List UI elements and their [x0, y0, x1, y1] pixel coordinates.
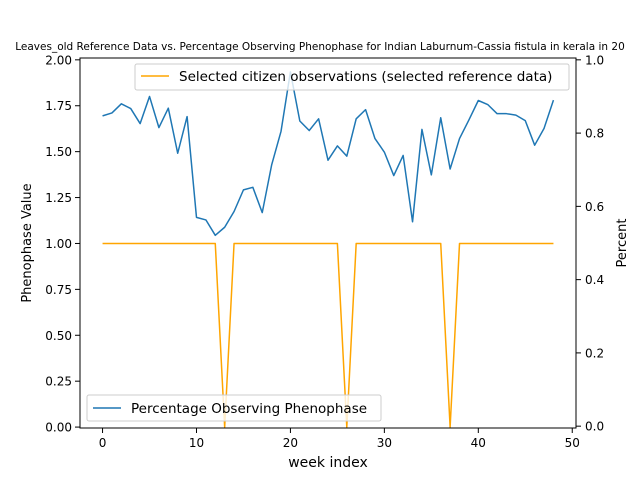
x-tick-label: 30 [377, 436, 392, 450]
legend-top-label: Selected citizen observations (selected … [179, 69, 552, 85]
x-tick-label: 0 [99, 436, 107, 450]
legend-top: Selected citizen observations (selected … [134, 63, 570, 91]
chart-title: Leaves_old Reference Data vs. Percentage… [15, 41, 625, 53]
series-line-0 [102, 242, 554, 428]
y-axis-left: 0.00 0.25 0.50 0.75 1.00 1.25 1.50 1.75 2.00 [45, 53, 80, 435]
y-left-tick-label: 0.00 [45, 421, 72, 435]
x-tick-label: 50 [565, 436, 580, 450]
x-tick-label: 40 [471, 436, 486, 450]
y-axis-right: 0.0 0.2 0.4 0.6 0.8 1.0 [576, 53, 604, 434]
x-tick-label: 10 [189, 436, 204, 450]
y-left-tick-label: 1.00 [45, 237, 72, 251]
x-axis-label: week index [288, 455, 368, 471]
x-axis: 0 10 20 30 40 50 [99, 428, 580, 450]
y-left-tick-label: 0.25 [45, 375, 72, 389]
legend-bottom: Percentage Observing Phenophase [86, 394, 382, 422]
series-layer [102, 71, 555, 428]
y-right-tick-label: 0.4 [585, 273, 604, 287]
y-left-tick-label: 0.50 [45, 329, 72, 343]
legend-bottom-frame [86, 394, 382, 422]
y-left-tick-label: 1.25 [45, 191, 72, 205]
y-right-tick-label: 0.6 [585, 200, 604, 214]
y-left-tick-label: 2.00 [45, 53, 72, 67]
series-line-1 [102, 71, 555, 237]
y-left-tick-label: 1.50 [45, 145, 72, 159]
y-axis-right-label: Percent [615, 219, 630, 268]
y-right-tick-label: 0.0 [585, 420, 604, 434]
y-right-tick-label: 1.0 [585, 53, 604, 67]
y-axis-left-label: Phenophase Value [20, 183, 35, 302]
x-tick-label: 20 [283, 436, 298, 450]
y-right-tick-label: 0.8 [585, 127, 604, 141]
y-left-tick-label: 1.75 [45, 99, 72, 113]
y-right-tick-label: 0.2 [585, 346, 604, 360]
legend-top-frame [134, 63, 570, 91]
y-left-tick-label: 0.75 [45, 283, 72, 297]
legend-bottom-label: Percentage Observing Phenophase [131, 401, 367, 417]
